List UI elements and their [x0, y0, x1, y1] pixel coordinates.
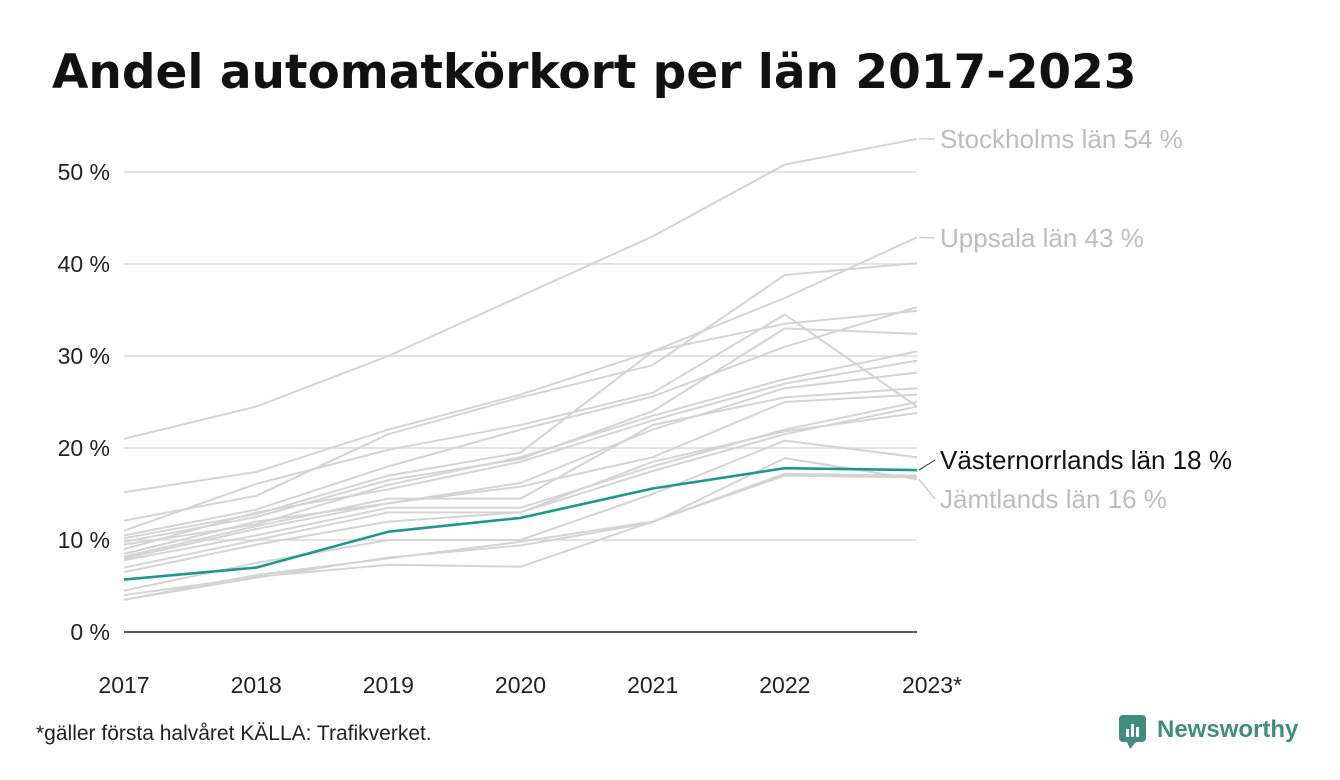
newsworthy-logo-icon — [1119, 715, 1146, 749]
x-tick-label: 2020 — [495, 672, 546, 698]
series-line-lan-i — [123, 387, 918, 558]
series-label-jamtlands-lan: Jämtlands län 16 % — [940, 484, 1167, 514]
x-tick-label: 2018 — [231, 672, 282, 698]
y-axis-ticks: 0 % 10 % 20 % 30 % 40 % 50 % — [58, 159, 110, 645]
label-leader-vasternorrlands-lan — [918, 459, 936, 471]
series-line-lan-p — [123, 474, 918, 601]
series-line-lan-a — [123, 262, 918, 522]
y-tick-label: 10 % — [58, 527, 110, 553]
chart-title: Andel automatkörkort per län 2017-2023 — [52, 45, 1137, 100]
y-tick-label: 30 % — [58, 343, 110, 369]
series-label-stockholms-lan: Stockholms län 54 % — [940, 124, 1183, 154]
footnote-source: *gäller första halvåret KÄLLA: Trafikver… — [36, 722, 432, 745]
series-line-stockholms-lan — [123, 137, 918, 440]
series-line-lan-b — [123, 313, 918, 532]
series-line-lan-h — [123, 371, 918, 555]
series-line-lan-n — [123, 439, 918, 592]
y-tick-label: 0 % — [70, 619, 110, 645]
newsworthy-brand-name: Newsworthy — [1157, 716, 1299, 743]
label-leader-uppsala-lan — [918, 236, 936, 239]
series-labels: Stockholms län 54 % Uppsala län 43 % Väste… — [918, 124, 1232, 514]
label-leader-jamtlands-lan — [918, 478, 936, 500]
x-tick-label: 2017 — [98, 672, 149, 698]
series-label-vasternorrlands-lan: Västernorrlands län 18 % — [940, 445, 1232, 475]
series-label-uppsala-lan: Uppsala län 43 % — [940, 223, 1144, 253]
series-line-lan-k — [123, 401, 918, 562]
series-line-uppsala-lan — [123, 236, 918, 494]
series-line-lan-c — [123, 306, 918, 537]
y-tick-label: 40 % — [58, 251, 110, 277]
other-series-lines — [123, 137, 918, 601]
series-line-vasternorrlands-lan — [123, 466, 918, 581]
series-line-lan-j — [123, 393, 918, 560]
series-line-lan-m — [123, 412, 918, 574]
x-tick-label: 2019 — [363, 672, 414, 698]
series-line-lan-d — [123, 309, 918, 540]
series-line-lan-g — [123, 359, 918, 551]
series-line-lan-o — [123, 472, 918, 597]
highlight-series-line — [123, 466, 918, 581]
series-line-lan-f — [123, 350, 918, 546]
y-tick-label: 20 % — [58, 435, 110, 461]
x-tick-label: 2021 — [627, 672, 678, 698]
x-axis-ticks: 2017 2018 2019 2020 2021 2022 2023* — [98, 672, 962, 698]
y-tick-label: 50 % — [58, 159, 110, 185]
grid-lines — [124, 171, 917, 541]
series-line-lan-e — [123, 327, 918, 543]
x-tick-label: 2023* — [902, 672, 962, 698]
x-tick-label: 2022 — [759, 672, 810, 698]
